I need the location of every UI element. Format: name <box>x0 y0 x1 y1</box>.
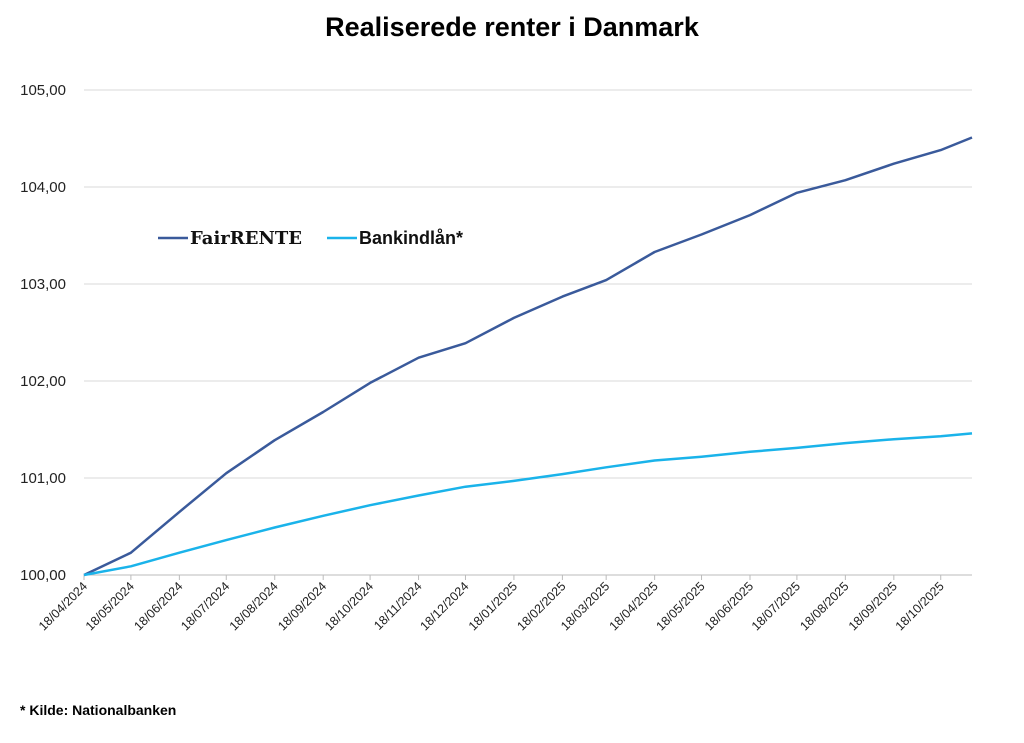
x-tick-label: 18/12/2024 <box>417 579 471 633</box>
x-tick-label: 18/07/2024 <box>178 579 232 633</box>
x-tick-label: 18/06/2025 <box>702 579 756 633</box>
x-tick-label: 18/08/2024 <box>227 579 281 633</box>
series-line-bankindlan <box>83 432 973 577</box>
x-tick-label: 18/06/2024 <box>131 579 185 633</box>
y-tick-label: 104,00 <box>20 179 66 196</box>
legend-label: FairRENTE <box>190 228 302 249</box>
x-tick-label: 18/05/2024 <box>83 579 137 633</box>
y-tick-label: 102,00 <box>20 373 66 390</box>
series-line-fairrente <box>83 136 973 577</box>
x-tick-label: 18/01/2025 <box>466 579 520 633</box>
y-tick-label: 105,00 <box>20 82 66 99</box>
legend-label: Bankindlån* <box>359 228 463 248</box>
x-tick-label: 18/11/2024 <box>371 579 425 633</box>
y-tick-label: 103,00 <box>20 276 66 293</box>
x-tick-label: 18/10/2025 <box>893 579 947 633</box>
x-tick-label: 18/04/2024 <box>36 579 90 633</box>
x-tick-label: 18/09/2025 <box>846 579 900 633</box>
source-note: * Kilde: Nationalbanken <box>20 702 177 718</box>
chart-title: Realiserede renter i Danmark <box>325 12 699 42</box>
x-tick-label: 18/09/2024 <box>275 579 329 633</box>
y-tick-label: 101,00 <box>20 470 66 487</box>
x-tick-label: 18/05/2025 <box>654 579 708 633</box>
x-tick-label: 18/07/2025 <box>749 579 803 633</box>
x-tick-label: 18/04/2025 <box>607 579 661 633</box>
x-tick-label: 18/10/2024 <box>322 579 376 633</box>
x-tick-label: 18/08/2025 <box>797 579 851 633</box>
y-tick-label: 100,00 <box>20 567 66 584</box>
